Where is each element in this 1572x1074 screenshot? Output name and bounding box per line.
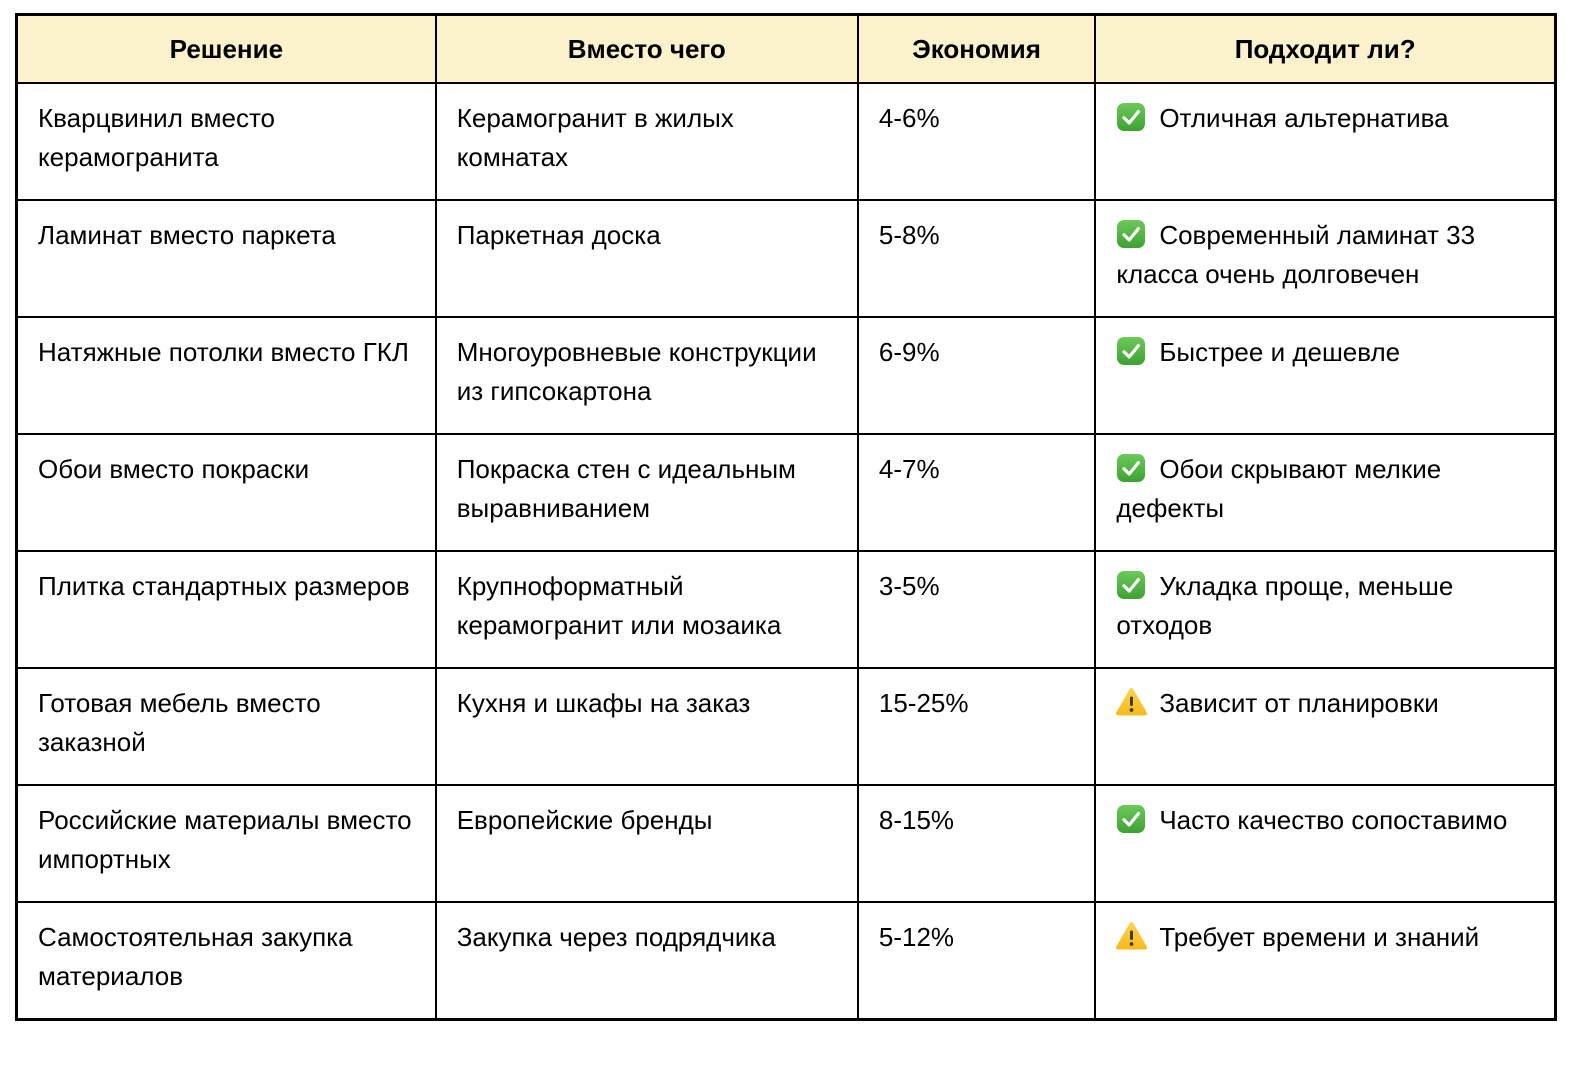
solution-cell: Ламинат вместо паркета bbox=[15, 199, 437, 318]
instead-cell: Керамогранит в жилых комнатах bbox=[434, 82, 859, 201]
table-row: Готовая мебель вместо заказной Кухня и ш… bbox=[15, 667, 1557, 786]
header-solution: Решение bbox=[15, 13, 437, 84]
solution-cell: Готовая мебель вместо заказной bbox=[15, 667, 437, 786]
table-row: Плитка стандартных размеров Крупноформат… bbox=[15, 550, 1557, 669]
instead-cell: Паркетная доска bbox=[434, 199, 859, 318]
verdict-text: Укладка проще, меньше отходов bbox=[1116, 571, 1454, 640]
solution-cell: Самостоятельная закупка материалов bbox=[15, 901, 437, 1021]
verdict-cell: Требует времени и знаний bbox=[1094, 901, 1557, 1021]
table-row: Натяжные потолки вместо ГКЛ Многоуровнев… bbox=[15, 316, 1557, 435]
table-header: Решение Вместо чего Экономия Подходит ли… bbox=[15, 13, 1557, 84]
header-savings: Экономия bbox=[856, 13, 1097, 84]
table-row: Обои вместо покраски Покраска стен с иде… bbox=[15, 433, 1557, 552]
table-row: Ламинат вместо паркета Паркетная доска 5… bbox=[15, 199, 1557, 318]
solution-cell: Российские материалы вместо импортных bbox=[15, 784, 437, 903]
savings-cell: 3-5% bbox=[856, 550, 1097, 669]
table-row: Российские материалы вместо импортных Ев… bbox=[15, 784, 1557, 903]
verdict-text: Современный ламинат 33 класса очень долг… bbox=[1116, 220, 1476, 289]
verdict-text: Часто качество сопоставимо bbox=[1159, 805, 1508, 835]
table-row: Самостоятельная закупка материалов Закуп… bbox=[15, 901, 1557, 1021]
instead-cell: Европейские бренды bbox=[434, 784, 859, 903]
savings-cell: 6-9% bbox=[856, 316, 1097, 435]
check-mark-icon bbox=[1116, 453, 1146, 483]
table-row: Кварцвинил вместо керамогранита Керамогр… bbox=[15, 82, 1557, 201]
table-body: Кварцвинил вместо керамогранита Керамогр… bbox=[15, 82, 1557, 1021]
savings-cell: 5-8% bbox=[856, 199, 1097, 318]
savings-table: Решение Вместо чего Экономия Подходит ли… bbox=[15, 13, 1557, 1021]
header-row: Решение Вместо чего Экономия Подходит ли… bbox=[15, 13, 1557, 84]
instead-cell: Покраска стен с идеальным выравниванием bbox=[434, 433, 859, 552]
check-mark-icon bbox=[1116, 219, 1146, 249]
verdict-cell: Укладка проще, меньше отходов bbox=[1094, 550, 1557, 669]
instead-cell: Закупка через подрядчика bbox=[434, 901, 859, 1021]
verdict-cell: Обои скрывают мелкие дефекты bbox=[1094, 433, 1557, 552]
verdict-text: Обои скрывают мелкие дефекты bbox=[1116, 454, 1442, 523]
verdict-text: Быстрее и дешевле bbox=[1159, 337, 1401, 367]
check-mark-icon bbox=[1116, 102, 1146, 132]
solution-cell: Натяжные потолки вместо ГКЛ bbox=[15, 316, 437, 435]
solution-cell: Кварцвинил вместо керамогранита bbox=[15, 82, 437, 201]
instead-cell: Кухня и шкафы на заказ bbox=[434, 667, 859, 786]
verdict-cell: Часто качество сопоставимо bbox=[1094, 784, 1557, 903]
verdict-cell: Отличная альтернатива bbox=[1094, 82, 1557, 201]
check-mark-icon bbox=[1116, 804, 1146, 834]
savings-cell: 15-25% bbox=[856, 667, 1097, 786]
solution-cell: Обои вместо покраски bbox=[15, 433, 437, 552]
verdict-cell: Современный ламинат 33 класса очень долг… bbox=[1094, 199, 1557, 318]
savings-cell: 4-6% bbox=[856, 82, 1097, 201]
verdict-text: Требует времени и знаний bbox=[1159, 922, 1480, 952]
verdict-cell: Зависит от планировки bbox=[1094, 667, 1557, 786]
savings-cell: 5-12% bbox=[856, 901, 1097, 1021]
verdict-text: Зависит от планировки bbox=[1159, 688, 1439, 718]
check-mark-icon bbox=[1116, 336, 1146, 366]
warning-icon bbox=[1116, 921, 1148, 951]
verdict-cell: Быстрее и дешевле bbox=[1094, 316, 1557, 435]
header-instead-of: Вместо чего bbox=[434, 13, 859, 84]
instead-cell: Многоуровневые конструкции из гипсокарто… bbox=[434, 316, 859, 435]
savings-cell: 4-7% bbox=[856, 433, 1097, 552]
header-suitability: Подходит ли? bbox=[1094, 13, 1557, 84]
page: Решение Вместо чего Экономия Подходит ли… bbox=[15, 13, 1557, 1021]
solution-cell: Плитка стандартных размеров bbox=[15, 550, 437, 669]
check-mark-icon bbox=[1116, 570, 1146, 600]
warning-icon bbox=[1116, 687, 1148, 717]
savings-cell: 8-15% bbox=[856, 784, 1097, 903]
instead-cell: Крупноформатный керамогранит или мозаика bbox=[434, 550, 859, 669]
verdict-text: Отличная альтернатива bbox=[1159, 103, 1449, 133]
